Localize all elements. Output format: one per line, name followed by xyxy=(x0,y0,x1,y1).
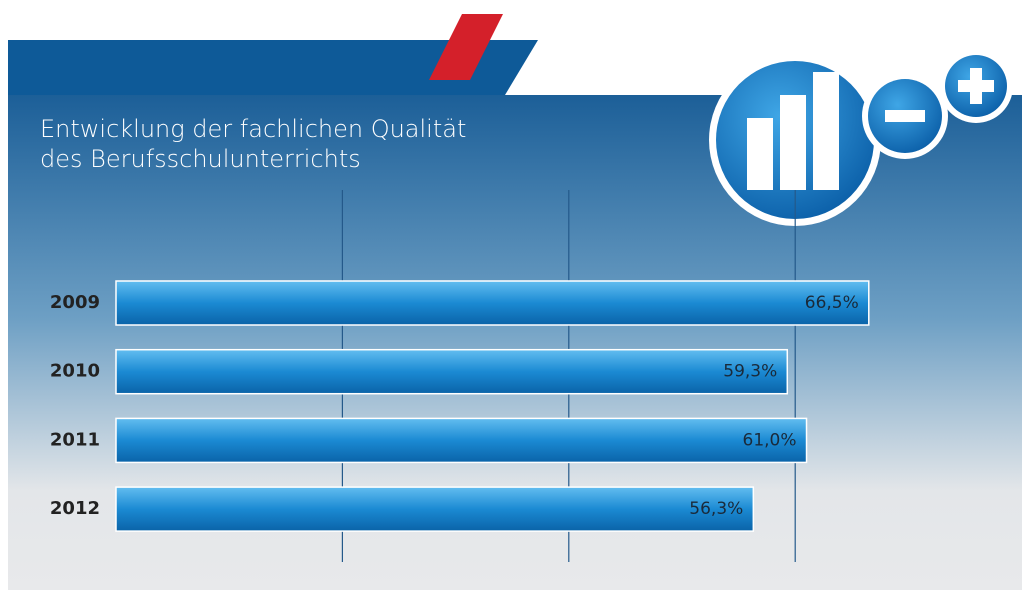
banner xyxy=(8,40,538,95)
bar xyxy=(115,348,789,395)
y-tick-label: 2009 xyxy=(50,292,100,313)
value-label: 61,0% xyxy=(743,430,797,450)
bar xyxy=(115,280,870,326)
bar xyxy=(115,486,755,532)
icon xyxy=(709,49,1013,226)
red-accent xyxy=(429,14,503,80)
chart-title: Entwicklung der fachlichen Qualität xyxy=(40,115,466,143)
y-tick-label: 2011 xyxy=(50,429,100,450)
bar xyxy=(115,417,808,464)
y-tick-label: 2012 xyxy=(50,498,100,519)
value-label: 59,3% xyxy=(723,362,777,382)
value-label: 56,3% xyxy=(689,499,743,519)
chart-title: des Berufsschulunterrichts xyxy=(40,145,361,173)
value-label: 66,5% xyxy=(805,293,859,313)
y-tick-label: 2010 xyxy=(50,361,100,382)
